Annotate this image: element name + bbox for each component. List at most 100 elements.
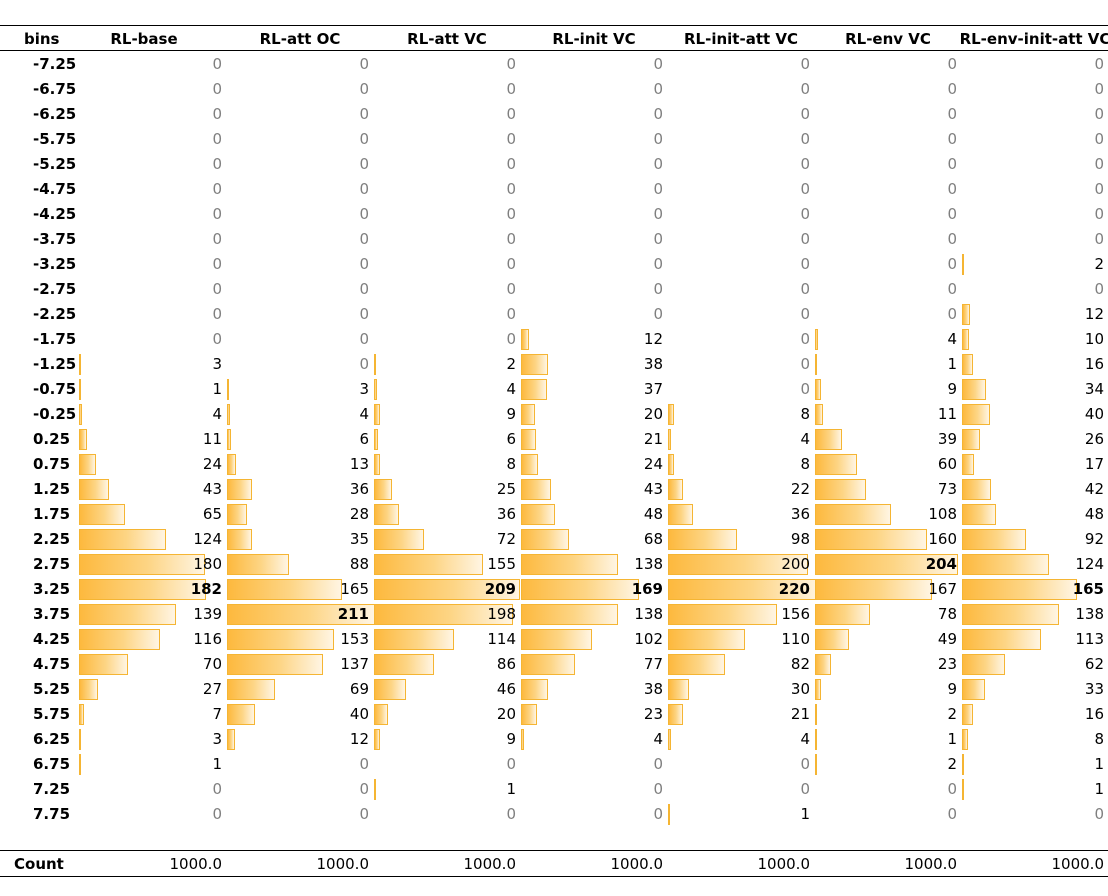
cell-value: 198: [487, 605, 516, 623]
histogram-bar: [668, 529, 737, 550]
histogram-bar: [815, 404, 823, 425]
bin-label: 3.25: [33, 580, 71, 598]
count-value: 1000.0: [316, 855, 370, 873]
cell-value: 30: [790, 680, 810, 698]
cell-value: 153: [340, 630, 369, 648]
cell-value: 9: [947, 680, 957, 698]
cell-value: 0: [359, 255, 369, 273]
cell-value: 8: [800, 455, 810, 473]
cell-value: 0: [359, 180, 369, 198]
histogram-bar: [374, 579, 520, 600]
count-value: 1000.0: [757, 855, 811, 873]
histogram-bar: [521, 729, 524, 750]
cell-value: 77: [643, 655, 663, 673]
bin-label: 4.25: [33, 630, 71, 648]
histogram-bar: [227, 479, 252, 500]
cell-value: 0: [800, 105, 810, 123]
histogram-bar: [962, 654, 1005, 675]
cell-value: 3: [212, 355, 222, 373]
cell-value: 0: [359, 330, 369, 348]
histogram-bar: [815, 529, 927, 550]
cell-value: 0: [506, 105, 516, 123]
cell-value: 114: [487, 630, 516, 648]
histogram-bar: [962, 404, 990, 425]
cell-value: 8: [800, 405, 810, 423]
cell-value: 0: [653, 155, 663, 173]
histogram-bar: [79, 504, 125, 525]
cell-value: 78: [937, 605, 957, 623]
histogram-bar: [815, 379, 821, 400]
cell-value: 72: [496, 530, 516, 548]
histogram-bar: [227, 579, 342, 600]
histogram-bar: [815, 679, 821, 700]
bin-label: -6.25: [33, 105, 77, 123]
cell-value: 27: [202, 680, 222, 698]
cell-value: 0: [653, 255, 663, 273]
histogram-bar: [962, 554, 1049, 575]
histogram-bar: [668, 554, 808, 575]
cell-value: 4: [359, 405, 369, 423]
cell-value: 98: [790, 530, 810, 548]
cell-value: 34: [1084, 380, 1104, 398]
cell-value: 0: [653, 105, 663, 123]
cell-value: 0: [800, 180, 810, 198]
histogram-bar: [521, 604, 618, 625]
histogram-bar: [815, 479, 866, 500]
bin-label: -2.75: [33, 280, 77, 298]
histogram-bar: [815, 329, 818, 350]
cell-value: 0: [212, 130, 222, 148]
cell-value: 160: [928, 530, 957, 548]
histogram-bar: [668, 429, 671, 450]
cell-value: 0: [359, 755, 369, 773]
cell-value: 0: [653, 755, 663, 773]
histogram-bar: [227, 379, 229, 400]
bin-label: -0.25: [33, 405, 77, 423]
histogram-bar: [668, 804, 670, 825]
cell-value: 211: [337, 605, 369, 623]
cell-value: 0: [947, 80, 957, 98]
cell-value: 9: [506, 730, 516, 748]
histogram-bar: [668, 479, 683, 500]
cell-value: 11: [937, 405, 957, 423]
cell-value: 1: [800, 805, 810, 823]
histogram-bar: [521, 504, 555, 525]
histogram-bar: [962, 304, 970, 325]
histogram-bar: [374, 654, 434, 675]
cell-value: 138: [634, 555, 663, 573]
cell-value: 11: [202, 430, 222, 448]
cell-value: 0: [506, 80, 516, 98]
cell-value: 0: [1094, 55, 1104, 73]
histogram-bar: [79, 554, 205, 575]
histogram-bar: [79, 679, 98, 700]
cell-value: 209: [484, 580, 516, 598]
histogram-bar: [227, 429, 231, 450]
bin-label: 2.75: [33, 555, 71, 573]
cell-value: 8: [506, 455, 516, 473]
histogram-bar: [521, 554, 618, 575]
cell-value: 0: [800, 380, 810, 398]
cell-value: 0: [800, 755, 810, 773]
cell-value: 0: [1094, 80, 1104, 98]
cell-value: 33: [1084, 680, 1104, 698]
histogram-bar: [79, 629, 160, 650]
cell-value: 28: [349, 505, 369, 523]
histogram-bar: [521, 704, 537, 725]
bin-label: 7.25: [33, 780, 71, 798]
cell-value: 0: [947, 255, 957, 273]
histogram-bar: [227, 654, 323, 675]
histogram-bar: [79, 454, 96, 475]
cell-value: 39: [937, 430, 957, 448]
cell-value: 0: [947, 155, 957, 173]
cell-value: 0: [1094, 280, 1104, 298]
cell-value: 36: [349, 480, 369, 498]
histogram-bar: [962, 254, 964, 275]
bins-header: bins: [24, 30, 60, 48]
cell-value: 2: [506, 355, 516, 373]
histogram-bar: [79, 754, 81, 775]
cell-value: 23: [643, 705, 663, 723]
cell-value: 0: [800, 130, 810, 148]
histogram-bar: [815, 729, 817, 750]
histogram-bar: [227, 704, 255, 725]
histogram-bar: [227, 629, 334, 650]
histogram-bar: [79, 654, 128, 675]
